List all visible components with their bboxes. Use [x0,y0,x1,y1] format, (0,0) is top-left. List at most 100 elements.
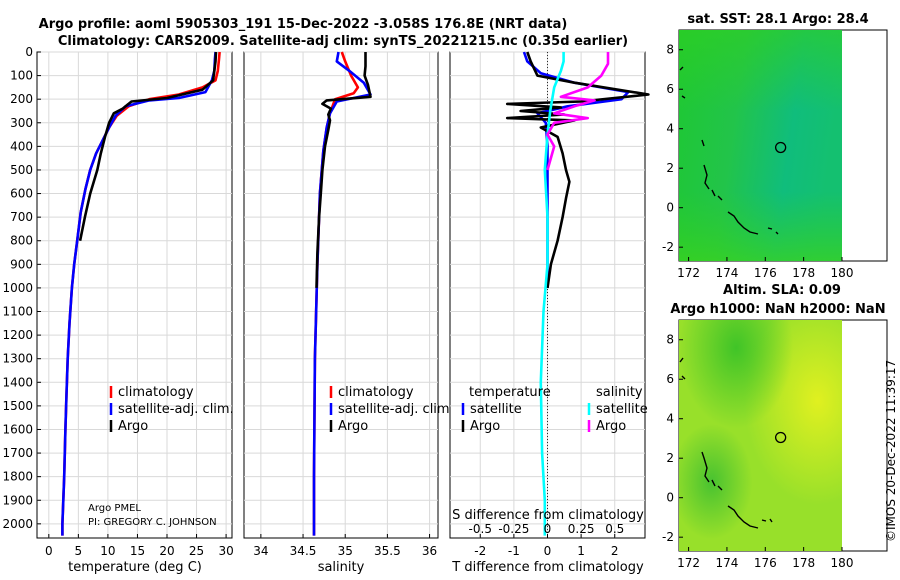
sst-map-xtick-label: 178 [792,266,815,280]
difference-t-xlabel: T difference from climatology [451,560,644,575]
temperature-ytick-label: 1700 [2,446,33,460]
salinity-xtick-label: 36 [422,544,437,558]
salinity-series-argo [315,52,372,288]
salinity-xtick-label: 35.5 [374,544,401,558]
sst-map-ticks: 172 174 176 178 180 -2 0 2 4 6 8 [662,43,853,280]
difference-s-ticks: -0.5 -0.25 0 0.25 0.5 [469,522,625,536]
temperature-ytick-label: 200 [10,92,33,106]
sst-coast-segment-1 [679,66,686,99]
sla-map-title: Altim. SLA: 0.09 [723,283,841,298]
temperature-xtick-label: 25 [189,544,204,558]
difference-s-tick-label: 0.5 [605,522,624,536]
difference-s-xlabel: S difference from climatology [452,508,644,523]
temperature-y-ticks: 0 100 200 300 400 500 600 700 800 900 1000 1100 1200… [2,45,41,531]
temperature-axes-frame [36,51,233,539]
sst-map-xtick-label: 180 [831,266,854,280]
salinity-series [312,51,372,536]
salinity-series-satellite-adj-clim- [312,51,372,536]
sst-map-xtick-label: 176 [754,266,777,280]
sla-map-panel: Altim. SLA: 0.09 Argo h1000: NaN h2000: … [662,283,888,570]
legend-label-argo: Argo [118,419,148,434]
difference-series-t-satellite [522,51,630,288]
legend-title-temperature: temperature [469,385,551,400]
temperature-x-ticks: 0 5 10 15 20 25 30 [45,534,234,558]
legend-label-s-satellite: satellite [596,402,648,417]
temperature-legend: climatology satellite-adj. clim. Argo [109,385,234,434]
salinity-axes-frame [243,51,439,539]
temperature-xtick-label: 0 [45,544,53,558]
salinity-xtick-label: 34.5 [290,544,317,558]
salinity-legend: climatology satellite-adj. clim. Argo [329,385,454,434]
temperature-ytick-label: 900 [10,257,33,271]
sla-map-ytick-label: 8 [666,333,674,347]
sst-map-ytick-label: 2 [666,161,674,175]
difference-series-t-argo [505,51,650,289]
sst-map-ytick-label: 6 [666,82,674,96]
temperature-ytick-label: 400 [10,139,33,153]
legend-title-salinity: salinity [596,385,643,400]
difference-s-tick-label: -0.25 [498,522,529,536]
sla-map-field-low-2 [679,320,842,551]
salinity-grid [244,51,438,538]
temperature-ytick-label: 1800 [2,470,33,484]
sla-map-xtick-label: 180 [831,556,854,570]
sla-coast-segment-4 [761,518,773,523]
legend-label-climatology: climatology [338,385,414,400]
sla-map-xtick-label: 172 [677,556,700,570]
temperature-ytick-label: 0 [25,45,33,59]
temperature-ytick-label: 100 [10,69,33,83]
sst-coast-segment-3 [727,211,759,235]
sla-map-xtick-label: 176 [754,556,777,570]
sst-map-title: sat. SST: 28.1 Argo: 28.4 [687,12,868,27]
salinity-xtick-label: 35 [338,544,353,558]
temperature-xlabel: temperature (deg C) [68,560,202,575]
difference-xtick-label: 2 [611,544,619,558]
temperature-xtick-label: 15 [130,544,145,558]
legend-label-satellite: satellite-adj. clim. [118,402,234,417]
sst-coast-segment-4 [767,227,779,235]
sla-argo-position-marker [774,431,787,444]
temperature-ytick-label: 500 [10,163,33,177]
annotation-line-2: PI: GREGORY C. JOHNSON [88,517,217,528]
sla-map-xtick-label: 174 [715,556,738,570]
sst-argo-position-marker [774,141,787,154]
difference-xtick-label: -2 [474,544,486,558]
difference-xtick-label: 0 [544,544,552,558]
copyright-label: ©IMOS 20-Dec-2022 11:39:17 [884,360,898,542]
temperature-series [61,51,221,536]
salinity-panel: 34 34.5 35 35.5 36 salinity climatology sate… [243,51,454,575]
temperature-ytick-label: 700 [10,210,33,224]
sst-map-field-overlay [679,30,842,261]
temperature-ytick-label: 1200 [2,328,33,342]
sst-map-ytick-label: 0 [666,201,674,215]
sla-map-ytick-label: 4 [666,412,674,426]
main-title: Argo profile: aoml 5905303_191 15-Dec-20… [39,17,568,32]
difference-xtick-label: -1 [508,544,520,558]
temperature-xtick-label: 20 [159,544,174,558]
temperature-series-argo [78,51,218,241]
sla-map-ticks: 172 174 176 178 180 -2 0 2 4 6 8 [662,333,853,570]
temperature-series-satellite-adj-clim- [61,51,217,536]
annotation-line-1: Argo PMEL [88,503,141,514]
difference-series-s-satellite [539,52,565,536]
salinity-xtick-label: 34 [253,544,268,558]
temperature-ytick-label: 1900 [2,493,33,507]
difference-s-tick-label: 0.25 [568,522,595,536]
temperature-ytick-label: 1000 [2,281,33,295]
temperature-ytick-label: 800 [10,234,33,248]
temperature-ytick-label: 600 [10,187,33,201]
sla-map-ytick-label: -2 [662,530,674,544]
temperature-ytick-label: 1100 [2,305,33,319]
difference-panel: -2 -1 0 1 2 -0.5 -0.25 0 0.25 0.5 S difference f… [449,51,650,575]
sla-coast-segment-2 [701,451,723,491]
main-subtitle: Climatology: CARS2009. Satellite-adj cli… [58,34,628,49]
temperature-xtick-label: 30 [218,544,233,558]
sst-map-xtick-label: 174 [715,266,738,280]
sst-map-ytick-label: 4 [666,122,674,136]
sla-map-ytick-label: 0 [666,491,674,505]
difference-series-s-argo [546,52,610,171]
sla-map-xtick-label: 178 [792,556,815,570]
difference-grid [450,51,645,538]
legend-label-argo: Argo [338,419,368,434]
difference-legend: temperature salinity satellite Argo sate… [461,385,648,434]
